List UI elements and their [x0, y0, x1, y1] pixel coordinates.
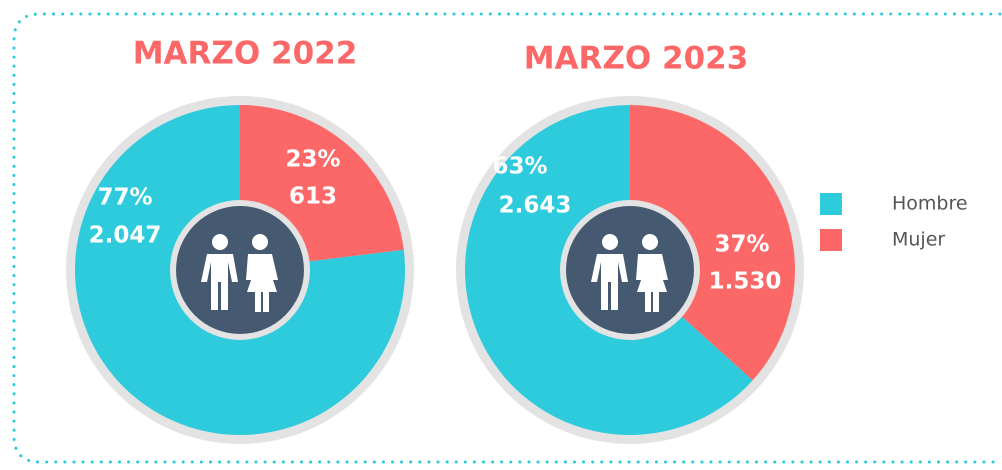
- value-label: 2.643: [499, 193, 572, 219]
- center-disc-inner: [566, 206, 694, 334]
- pie-slice: [630, 105, 795, 381]
- pie-chart: MARZO 2022 77% 2.047 23% 613: [66, 36, 414, 444]
- chart-title: MARZO 2022: [133, 36, 358, 72]
- legend-swatch: [820, 193, 842, 215]
- percent-label: 37%: [714, 232, 769, 258]
- center-disc-inner: [176, 206, 304, 334]
- dotted-border: [12, 12, 1002, 464]
- legend-swatch: [820, 229, 842, 251]
- charts: MARZO 2022 77% 2.047 23% 613 MARZO 2023 63% 2.6…: [66, 36, 804, 444]
- percent-label: 77%: [97, 185, 152, 211]
- legend: Hombre Mujer: [820, 193, 968, 251]
- chart-title: MARZO 2023: [524, 41, 749, 77]
- percent-label: 63%: [492, 154, 547, 180]
- legend-label: Hombre: [892, 193, 968, 215]
- pie-chart: MARZO 2023 63% 2.643 37% 1.530: [456, 41, 804, 444]
- value-label: 613: [289, 184, 337, 210]
- value-label: 1.530: [709, 269, 782, 295]
- value-label: 2.047: [89, 223, 162, 249]
- percent-label: 23%: [285, 147, 340, 173]
- legend-label: Mujer: [892, 229, 945, 251]
